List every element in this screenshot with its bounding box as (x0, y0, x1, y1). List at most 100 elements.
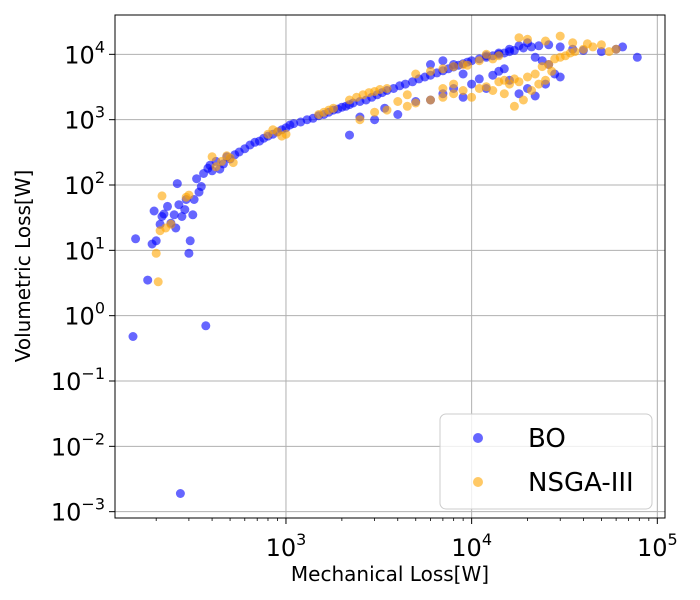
point-nsga-iii (382, 105, 392, 115)
point-bo (370, 115, 380, 125)
point-nsga-iii (438, 92, 448, 102)
point-bo (151, 236, 161, 246)
point-bo (534, 41, 544, 51)
point-nsga-iii (509, 101, 519, 111)
point-bo (458, 92, 468, 102)
point-nsga-iii (345, 95, 354, 105)
point-nsga-iii (153, 277, 163, 287)
point-bo (289, 119, 299, 129)
point-bo (192, 174, 202, 184)
point-nsga-iii (499, 89, 509, 99)
point-bo (174, 200, 184, 210)
point-nsga-iii (449, 89, 459, 99)
point-nsga-iii (375, 85, 385, 94)
point-nsga-iii (488, 86, 498, 95)
point-bo (514, 41, 524, 51)
point-nsga-iii (527, 86, 536, 95)
point-nsga-iii (541, 36, 550, 46)
point-nsga-iii (463, 60, 472, 70)
point-bo (438, 56, 448, 66)
point-bo (177, 212, 187, 221)
point-nsga-iii (328, 103, 338, 113)
series-nsga-iii (151, 31, 621, 287)
legend-marker-nsga-iii (473, 477, 483, 487)
point-bo (467, 79, 477, 89)
y-tick-label: 10−3 (51, 495, 105, 527)
x-axis-label: Mechanical Loss[W] (291, 562, 489, 586)
point-nsga-iii (547, 66, 557, 76)
point-nsga-iii (151, 248, 161, 258)
point-nsga-iii (426, 95, 435, 105)
tick-labels: 103 104 105 10−3 10−2 10−1 100 101 102 103 104 (51, 37, 678, 562)
point-nsga-iii (523, 34, 532, 44)
point-nsga-iii (518, 95, 528, 105)
point-nsga-iii (541, 75, 550, 85)
point-nsga-iii (494, 51, 504, 61)
point-bo (169, 210, 179, 220)
point-nsga-iii (555, 31, 565, 41)
point-bo (149, 206, 159, 216)
y-tick-label: 103 (64, 103, 105, 135)
point-nsga-iii (458, 86, 468, 95)
point-nsga-iii (211, 162, 221, 172)
point-nsga-iii (596, 40, 606, 50)
point-bo (530, 52, 540, 62)
point-bo (393, 110, 403, 119)
y-tick-label: 10−1 (51, 364, 105, 396)
point-bo (514, 89, 524, 99)
point-nsga-iii (370, 107, 380, 117)
point-bo (185, 236, 195, 246)
plot-frame (114, 14, 666, 519)
point-bo (128, 332, 138, 341)
point-nsga-iii (411, 98, 421, 108)
point-nsga-iii (467, 92, 477, 102)
point-nsga-iii (523, 72, 532, 82)
y-tick-label: 104 (64, 37, 105, 69)
legend-label-nsga-iii: NSGA-III (528, 468, 634, 498)
y-tick-label: 101 (64, 233, 105, 265)
point-nsga-iii (570, 47, 580, 57)
y-tick-label: 100 (64, 299, 105, 331)
point-nsga-iii (481, 82, 491, 92)
point-nsga-iii (568, 38, 578, 48)
legend-marker-bo (473, 433, 483, 443)
point-nsga-iii (438, 84, 448, 93)
point-nsga-iii (474, 56, 484, 66)
point-nsga-iii (474, 84, 484, 93)
point-nsga-iii (604, 47, 614, 57)
point-bo (180, 205, 190, 215)
point-nsga-iii (544, 60, 554, 69)
point-nsga-iii (514, 77, 524, 87)
point-bo (505, 44, 514, 54)
point-bo (499, 64, 509, 74)
x-tick-label: 103 (266, 530, 307, 562)
x-tick-label: 105 (637, 530, 678, 562)
point-nsga-iii (281, 129, 291, 139)
point-nsga-iii (534, 79, 544, 89)
point-nsga-iii (402, 101, 412, 111)
point-nsga-iii (426, 66, 435, 76)
point-nsga-iii (355, 115, 365, 125)
y-tick-label: 102 (64, 168, 105, 200)
point-bo (345, 130, 354, 140)
point-bo (188, 210, 198, 220)
point-nsga-iii (228, 158, 238, 168)
axis-ticks (109, 53, 658, 524)
point-bo (400, 79, 410, 89)
point-nsga-iii (402, 90, 412, 100)
point-bo (143, 275, 153, 285)
legend-box (439, 413, 653, 510)
point-nsga-iii (166, 219, 176, 229)
point-nsga-iii (514, 33, 524, 43)
point-nsga-iii (393, 97, 403, 106)
legend: BO NSGA-III (439, 413, 653, 510)
legend-label-bo: BO (528, 424, 566, 454)
point-bo (184, 248, 194, 258)
point-nsga-iii (481, 49, 491, 59)
y-tick-label: 10−2 (51, 429, 105, 461)
point-bo (175, 489, 185, 498)
point-bo (172, 179, 182, 189)
point-bo (163, 201, 172, 211)
point-nsga-iii (530, 69, 540, 79)
